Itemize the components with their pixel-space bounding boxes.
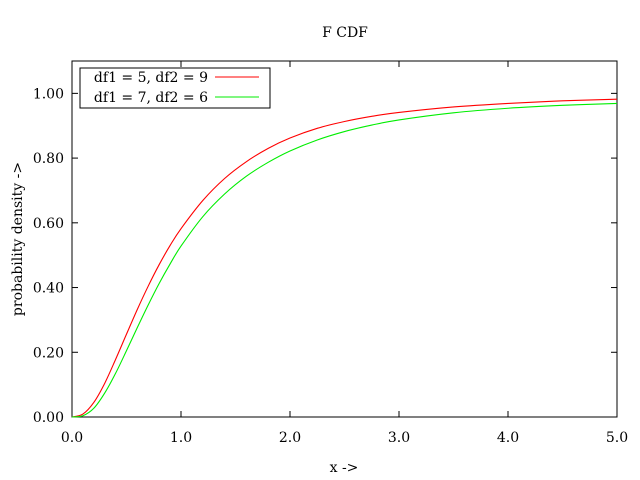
series-line-1 bbox=[71, 98, 618, 418]
x-tick-label: 5.0 bbox=[606, 430, 628, 446]
y-tick-label: 0.20 bbox=[33, 345, 64, 361]
series-line-2 bbox=[71, 102, 618, 418]
legend: df1 = 5, df2 = 9 df1 = 7, df2 = 6 bbox=[79, 67, 271, 109]
y-tick-label: 0.60 bbox=[33, 216, 64, 232]
legend-label-2: df1 = 7, df2 = 6 bbox=[94, 90, 208, 106]
y-tick-label: 1.00 bbox=[33, 86, 64, 102]
plot-frame bbox=[71, 60, 618, 418]
axis-ticks: 0.0 1.0 2.0 3.0 4.0 5.0 0.00 0.20 0.40 0.60 0.80 1.… bbox=[33, 61, 628, 446]
x-tick-label: 1.0 bbox=[170, 430, 192, 446]
x-tick-label: 2.0 bbox=[279, 430, 301, 446]
x-tick-label: 3.0 bbox=[388, 430, 410, 446]
chart-title: F CDF bbox=[322, 25, 368, 41]
legend-box bbox=[79, 67, 271, 109]
y-axis-label: probability density -> bbox=[10, 162, 26, 316]
y-tick-label: 0.80 bbox=[33, 151, 64, 167]
x-tick-label: 0.0 bbox=[61, 430, 83, 446]
x-tick-label: 4.0 bbox=[497, 430, 519, 446]
y-tick-label: 0.40 bbox=[33, 281, 64, 297]
legend-label-1: df1 = 5, df2 = 9 bbox=[94, 70, 208, 86]
x-axis-label: x -> bbox=[330, 460, 359, 476]
y-tick-label: 0.00 bbox=[33, 410, 64, 426]
series-lines bbox=[71, 98, 618, 418]
